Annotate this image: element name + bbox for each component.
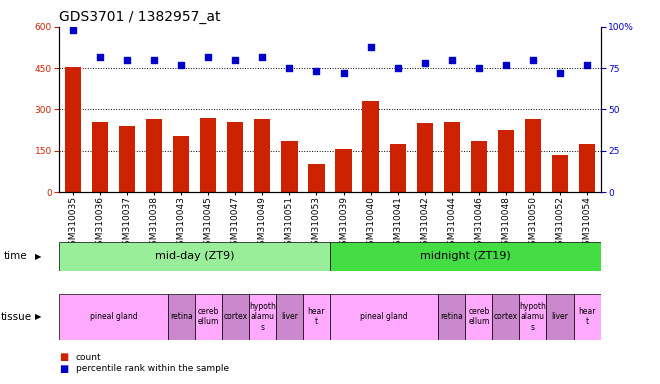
Point: [176, 62, 187, 68]
Bar: [492, 294, 519, 340]
Text: liver: liver: [552, 312, 568, 321]
Text: percentile rank within the sample: percentile rank within the sample: [76, 364, 229, 373]
Bar: [200, 118, 216, 192]
Point: [257, 53, 268, 60]
Text: pineal gland: pineal gland: [360, 312, 408, 321]
Text: cereb
ellum: cereb ellum: [197, 307, 219, 326]
Bar: [281, 141, 298, 192]
Text: midnight (ZT19): midnight (ZT19): [420, 251, 511, 262]
Bar: [465, 294, 492, 340]
Text: ■: ■: [59, 352, 69, 362]
Bar: [65, 67, 81, 192]
Point: [366, 44, 376, 50]
Text: cereb
ellum: cereb ellum: [468, 307, 490, 326]
Bar: [546, 294, 574, 340]
Text: pineal gland: pineal gland: [90, 312, 137, 321]
Text: time: time: [3, 251, 27, 261]
Text: hear
t: hear t: [578, 307, 596, 326]
Bar: [222, 294, 249, 340]
Bar: [330, 242, 601, 271]
Text: ■: ■: [59, 364, 69, 374]
Point: [284, 65, 295, 71]
Text: ▶: ▶: [35, 252, 42, 261]
Point: [68, 27, 79, 33]
Text: retina: retina: [440, 312, 463, 321]
Bar: [552, 155, 568, 192]
Point: [312, 68, 322, 74]
Point: [474, 65, 484, 71]
Bar: [389, 144, 406, 192]
Bar: [146, 119, 162, 192]
Text: liver: liver: [281, 312, 298, 321]
Point: [339, 70, 349, 76]
Point: [582, 62, 593, 68]
Bar: [574, 294, 601, 340]
Bar: [59, 294, 168, 340]
Bar: [119, 126, 135, 192]
Bar: [173, 136, 189, 192]
Bar: [303, 294, 330, 340]
Text: retina: retina: [170, 312, 193, 321]
Bar: [227, 122, 244, 192]
Bar: [519, 294, 546, 340]
Bar: [330, 294, 438, 340]
Point: [420, 60, 430, 66]
Bar: [59, 242, 330, 271]
Text: ▶: ▶: [35, 312, 42, 321]
Point: [230, 57, 241, 63]
Bar: [335, 149, 352, 192]
Point: [203, 53, 214, 60]
Point: [554, 70, 565, 76]
Point: [121, 57, 132, 63]
Bar: [92, 122, 108, 192]
Bar: [416, 123, 433, 192]
Text: cortex: cortex: [223, 312, 248, 321]
Bar: [471, 141, 487, 192]
Text: tissue: tissue: [1, 312, 32, 322]
Point: [501, 62, 512, 68]
Bar: [498, 130, 514, 192]
Bar: [444, 122, 460, 192]
Text: count: count: [76, 353, 102, 362]
Bar: [195, 294, 222, 340]
Text: hypoth
alamu
s: hypoth alamu s: [519, 302, 546, 332]
Bar: [438, 294, 465, 340]
Point: [95, 53, 106, 60]
Bar: [362, 101, 379, 192]
Text: cortex: cortex: [494, 312, 518, 321]
Point: [528, 57, 539, 63]
Point: [447, 57, 457, 63]
Text: GDS3701 / 1382957_at: GDS3701 / 1382957_at: [59, 10, 221, 25]
Point: [149, 57, 160, 63]
Bar: [254, 119, 271, 192]
Bar: [249, 294, 276, 340]
Text: hear
t: hear t: [308, 307, 325, 326]
Text: mid-day (ZT9): mid-day (ZT9): [155, 251, 234, 262]
Bar: [168, 294, 195, 340]
Text: hypoth
alamu
s: hypoth alamu s: [249, 302, 276, 332]
Bar: [525, 119, 541, 192]
Point: [392, 65, 403, 71]
Bar: [276, 294, 303, 340]
Bar: [308, 164, 325, 192]
Bar: [579, 144, 595, 192]
